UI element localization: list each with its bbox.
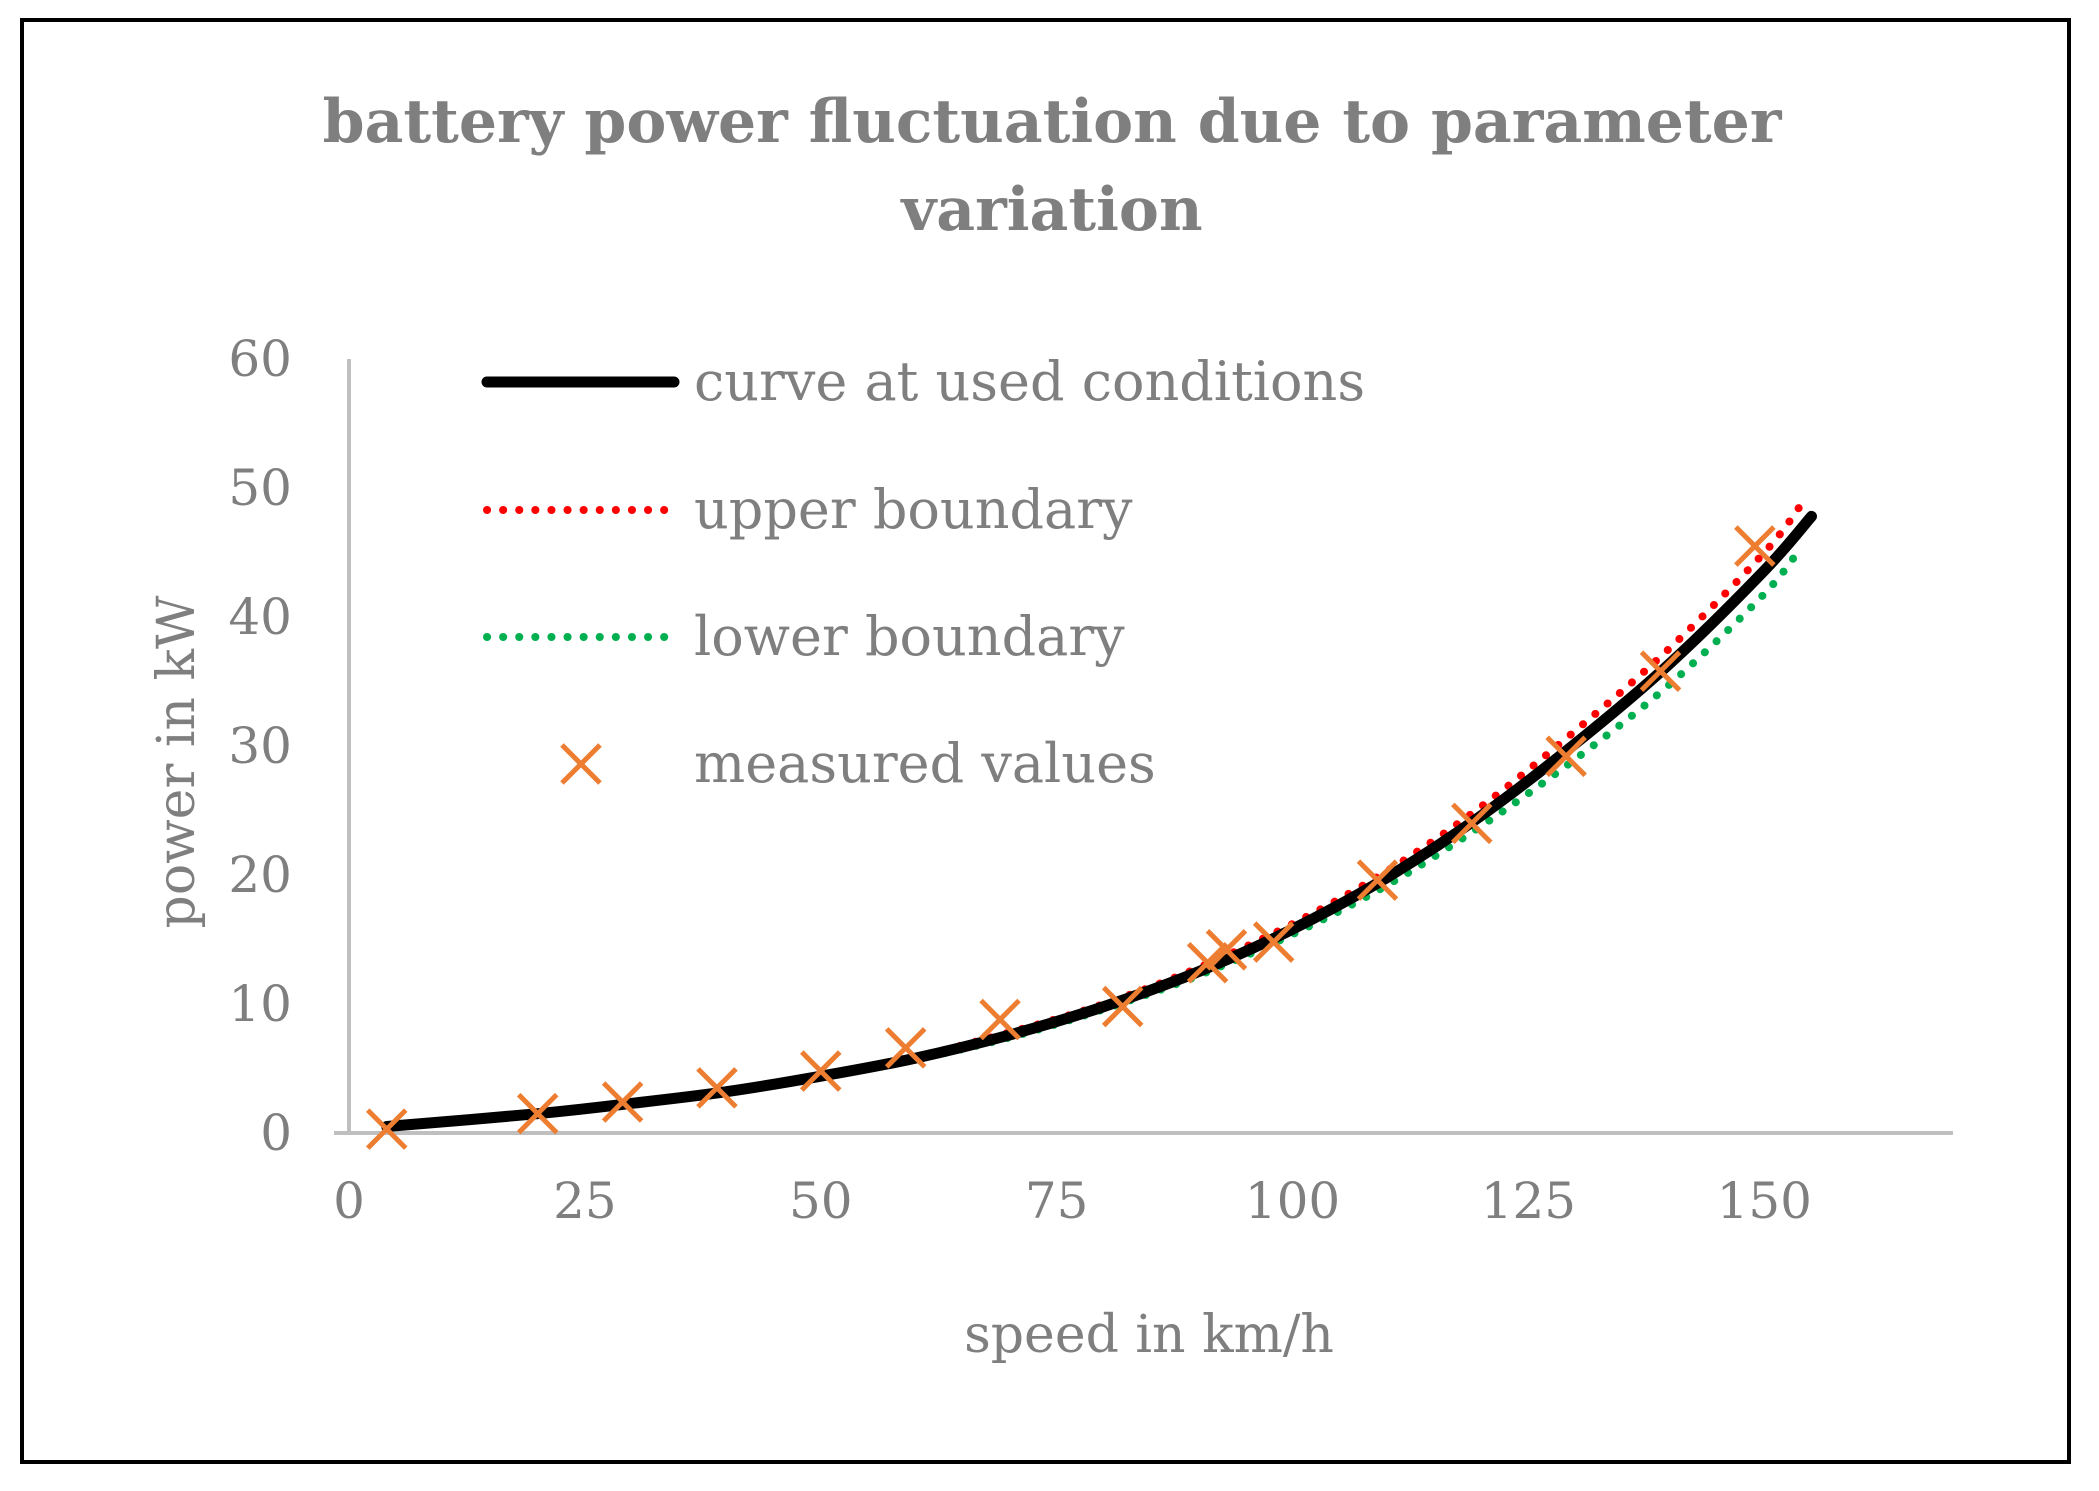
series-line-used-conditions [381,510,1817,1132]
legend-item: measured values [560,732,1156,795]
y-tick-label: 30 [228,717,292,775]
x-tick-label: 0 [333,1172,365,1230]
measured-value-marker [1545,735,1587,778]
measured-value-marker [1356,859,1399,901]
legend: curve at used conditions upper boundary lo… [481,350,1365,795]
measured-value-marker [884,1027,927,1069]
measured-value-marker [1186,941,1229,984]
legend-marker-x [560,743,602,785]
legend-item: upper boundary [483,478,1133,541]
measured-value-marker [799,1050,842,1092]
legend-label: curve at used conditions [694,350,1365,413]
x-tick-label: 125 [1481,1172,1576,1230]
x-tick-labels: 0 25 50 75 100 125 150 [333,1172,1812,1230]
x-tick-label: 75 [1025,1172,1089,1230]
y-tick-labels: 0 10 20 30 40 50 60 [228,330,292,1162]
chart-title-line1: battery power fluctuation due to paramet… [323,87,1783,157]
measured-value-marker [1734,525,1776,567]
legend-label: upper boundary [694,478,1133,541]
y-axis-title: power in kW [147,595,207,928]
legend-label: measured values [694,732,1156,795]
chart-frame: battery power fluctuation due to paramet… [20,18,2071,1464]
measured-value-marker [1639,650,1682,692]
legend-item: curve at used conditions [481,350,1365,413]
measured-value-marker [1205,929,1248,971]
measured-value-marker [1451,802,1493,845]
measured-value-marker [979,998,1021,1041]
measured-value-marker [516,1092,559,1135]
legend-item: lower boundary [483,605,1125,668]
x-tick-label: 150 [1717,1172,1812,1230]
legend-label: lower boundary [694,605,1125,668]
x-tick-label: 50 [789,1172,853,1230]
y-tick-label: 20 [228,846,292,904]
y-tick-label: 40 [228,588,292,646]
chart-svg: battery power fluctuation due to paramet… [147,87,1953,1365]
x-tick-label: 100 [1245,1172,1340,1230]
y-tick-label: 60 [228,330,292,388]
y-tick-label: 50 [228,459,292,517]
measured-value-marker [1252,921,1295,963]
y-tick-label: 0 [260,1104,292,1162]
measured-value-marker [1101,985,1144,1028]
plot-area [365,499,1817,1150]
measured-value-marker [696,1067,738,1109]
chart-title-line2: variation [899,175,1202,245]
measured-value-marker [365,1108,408,1150]
series-line-upper-boundary [382,499,1806,1131]
x-axis-title: speed in km/h [964,1305,1334,1365]
y-tick-label: 10 [228,975,292,1033]
x-tick-label: 25 [553,1172,617,1230]
measured-value-marker [601,1081,644,1123]
